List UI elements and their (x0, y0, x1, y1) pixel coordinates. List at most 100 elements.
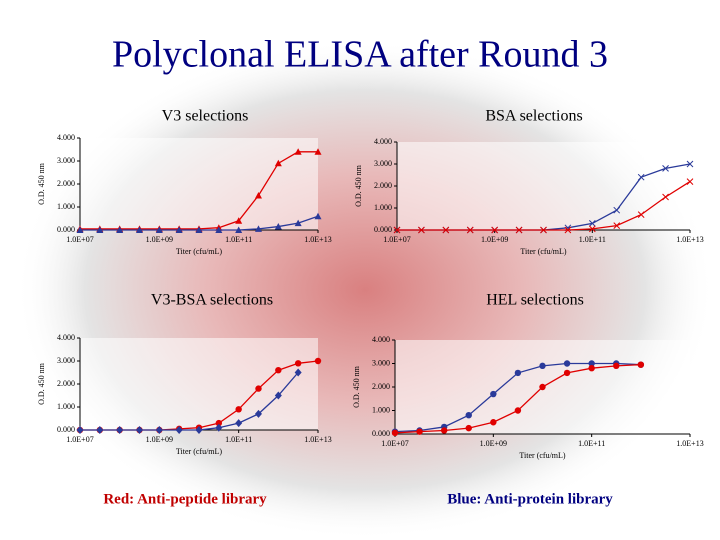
chart-title: V3 selections (162, 108, 249, 125)
y-tick-label: 0.000 (372, 429, 390, 438)
x-tick-label: 1.0E+11 (578, 439, 605, 448)
x-tick-label: 1.0E+07 (381, 439, 408, 448)
marker (275, 367, 282, 374)
blue-note: Blue: Anti-protein library (447, 491, 613, 507)
x-tick-label: 1.0E+09 (481, 235, 508, 244)
marker (466, 226, 474, 234)
x-tick-label: 1.0E+11 (579, 235, 606, 244)
marker (637, 211, 645, 218)
marker (274, 223, 282, 230)
marker (588, 360, 595, 367)
marker (442, 226, 450, 234)
marker (588, 365, 595, 372)
marker (76, 426, 84, 434)
marker (76, 226, 84, 233)
y-tick-label: 4.000 (57, 133, 75, 142)
marker (235, 406, 242, 413)
marker (215, 419, 223, 427)
chart-title: V3-BSA selections (151, 292, 273, 309)
marker (686, 178, 694, 185)
marker (274, 391, 282, 400)
chart-title: BSA selections (485, 108, 582, 125)
marker (314, 212, 322, 220)
marker (637, 173, 645, 181)
chart: HEL selections 0.000 1.000 2.000 3.000 4.000 1… (352, 292, 704, 460)
y-tick-label: 1.000 (374, 203, 392, 212)
marker (175, 226, 183, 233)
marker (175, 426, 183, 434)
y-axis-label: O.D. 450 nm (37, 162, 46, 205)
x-axis-label: Titer (cfu/mL) (520, 247, 566, 256)
x-tick-label: 1.0E+07 (66, 435, 93, 444)
marker (588, 220, 596, 227)
marker (613, 222, 621, 229)
marker (294, 148, 302, 155)
marker (588, 225, 596, 233)
y-tick-label: 4.000 (57, 333, 75, 342)
marker (490, 390, 497, 398)
y-tick-label: 3.000 (57, 356, 75, 365)
y-axis-label: O.D. 450 nm (352, 365, 361, 408)
y-tick-label: 3.000 (57, 156, 75, 165)
marker (662, 193, 669, 201)
marker (465, 412, 472, 419)
slide-title: Polyclonal ELISA after Round 3 (112, 34, 608, 76)
marker (539, 383, 546, 391)
marker (440, 427, 448, 434)
marker (416, 428, 423, 435)
marker (235, 419, 243, 428)
marker (613, 206, 621, 214)
y-tick-label: 2.000 (374, 181, 392, 190)
x-tick-label: 1.0E+07 (383, 235, 410, 244)
x-tick-label: 1.0E+13 (676, 235, 703, 244)
marker (135, 226, 143, 233)
x-axis-label: Titer (cfu/mL) (176, 447, 222, 456)
y-tick-label: 1.000 (57, 402, 75, 411)
marker (195, 226, 203, 233)
marker (96, 226, 104, 233)
plot-area (397, 142, 690, 230)
marker (294, 360, 302, 367)
chart: BSA selections 0.000 1.000 2.000 3.000 4.000 1… (354, 108, 704, 256)
marker (195, 426, 203, 434)
marker (215, 423, 223, 432)
marker (540, 226, 547, 234)
x-tick-label: 1.0E+09 (480, 439, 507, 448)
y-tick-label: 1.000 (372, 405, 390, 414)
marker (490, 419, 497, 426)
marker (235, 226, 243, 233)
y-tick-label: 1.000 (57, 202, 75, 211)
marker (274, 159, 282, 167)
x-tick-label: 1.0E+13 (676, 439, 703, 448)
marker (96, 426, 104, 434)
marker (294, 219, 302, 227)
marker (155, 426, 163, 434)
y-tick-label: 2.000 (57, 379, 75, 388)
marker (254, 225, 262, 232)
marker (393, 226, 401, 234)
marker (515, 226, 523, 234)
plot-area (80, 338, 318, 430)
marker (391, 429, 399, 437)
x-tick-label: 1.0E+11 (225, 435, 252, 444)
y-tick-label: 2.000 (372, 382, 390, 391)
marker (314, 148, 322, 155)
plot-area (80, 138, 318, 230)
marker (686, 160, 694, 168)
marker (563, 360, 571, 367)
y-tick-label: 3.000 (372, 358, 390, 367)
chart: V3-BSA selections 0.000 1.000 2.000 3.000 4.0… (37, 292, 332, 456)
marker (314, 357, 322, 365)
y-axis-label: O.D. 450 nm (37, 362, 46, 405)
marker (514, 407, 522, 414)
x-tick-label: 1.0E+13 (304, 235, 331, 244)
marker (215, 226, 223, 233)
marker (254, 409, 262, 418)
y-tick-label: 0.000 (374, 225, 392, 234)
red-note: Red: Anti-peptide library (103, 491, 267, 507)
marker (135, 426, 143, 434)
x-tick-label: 1.0E+09 (146, 235, 173, 244)
y-tick-label: 0.000 (57, 225, 75, 234)
x-tick-label: 1.0E+11 (225, 235, 252, 244)
